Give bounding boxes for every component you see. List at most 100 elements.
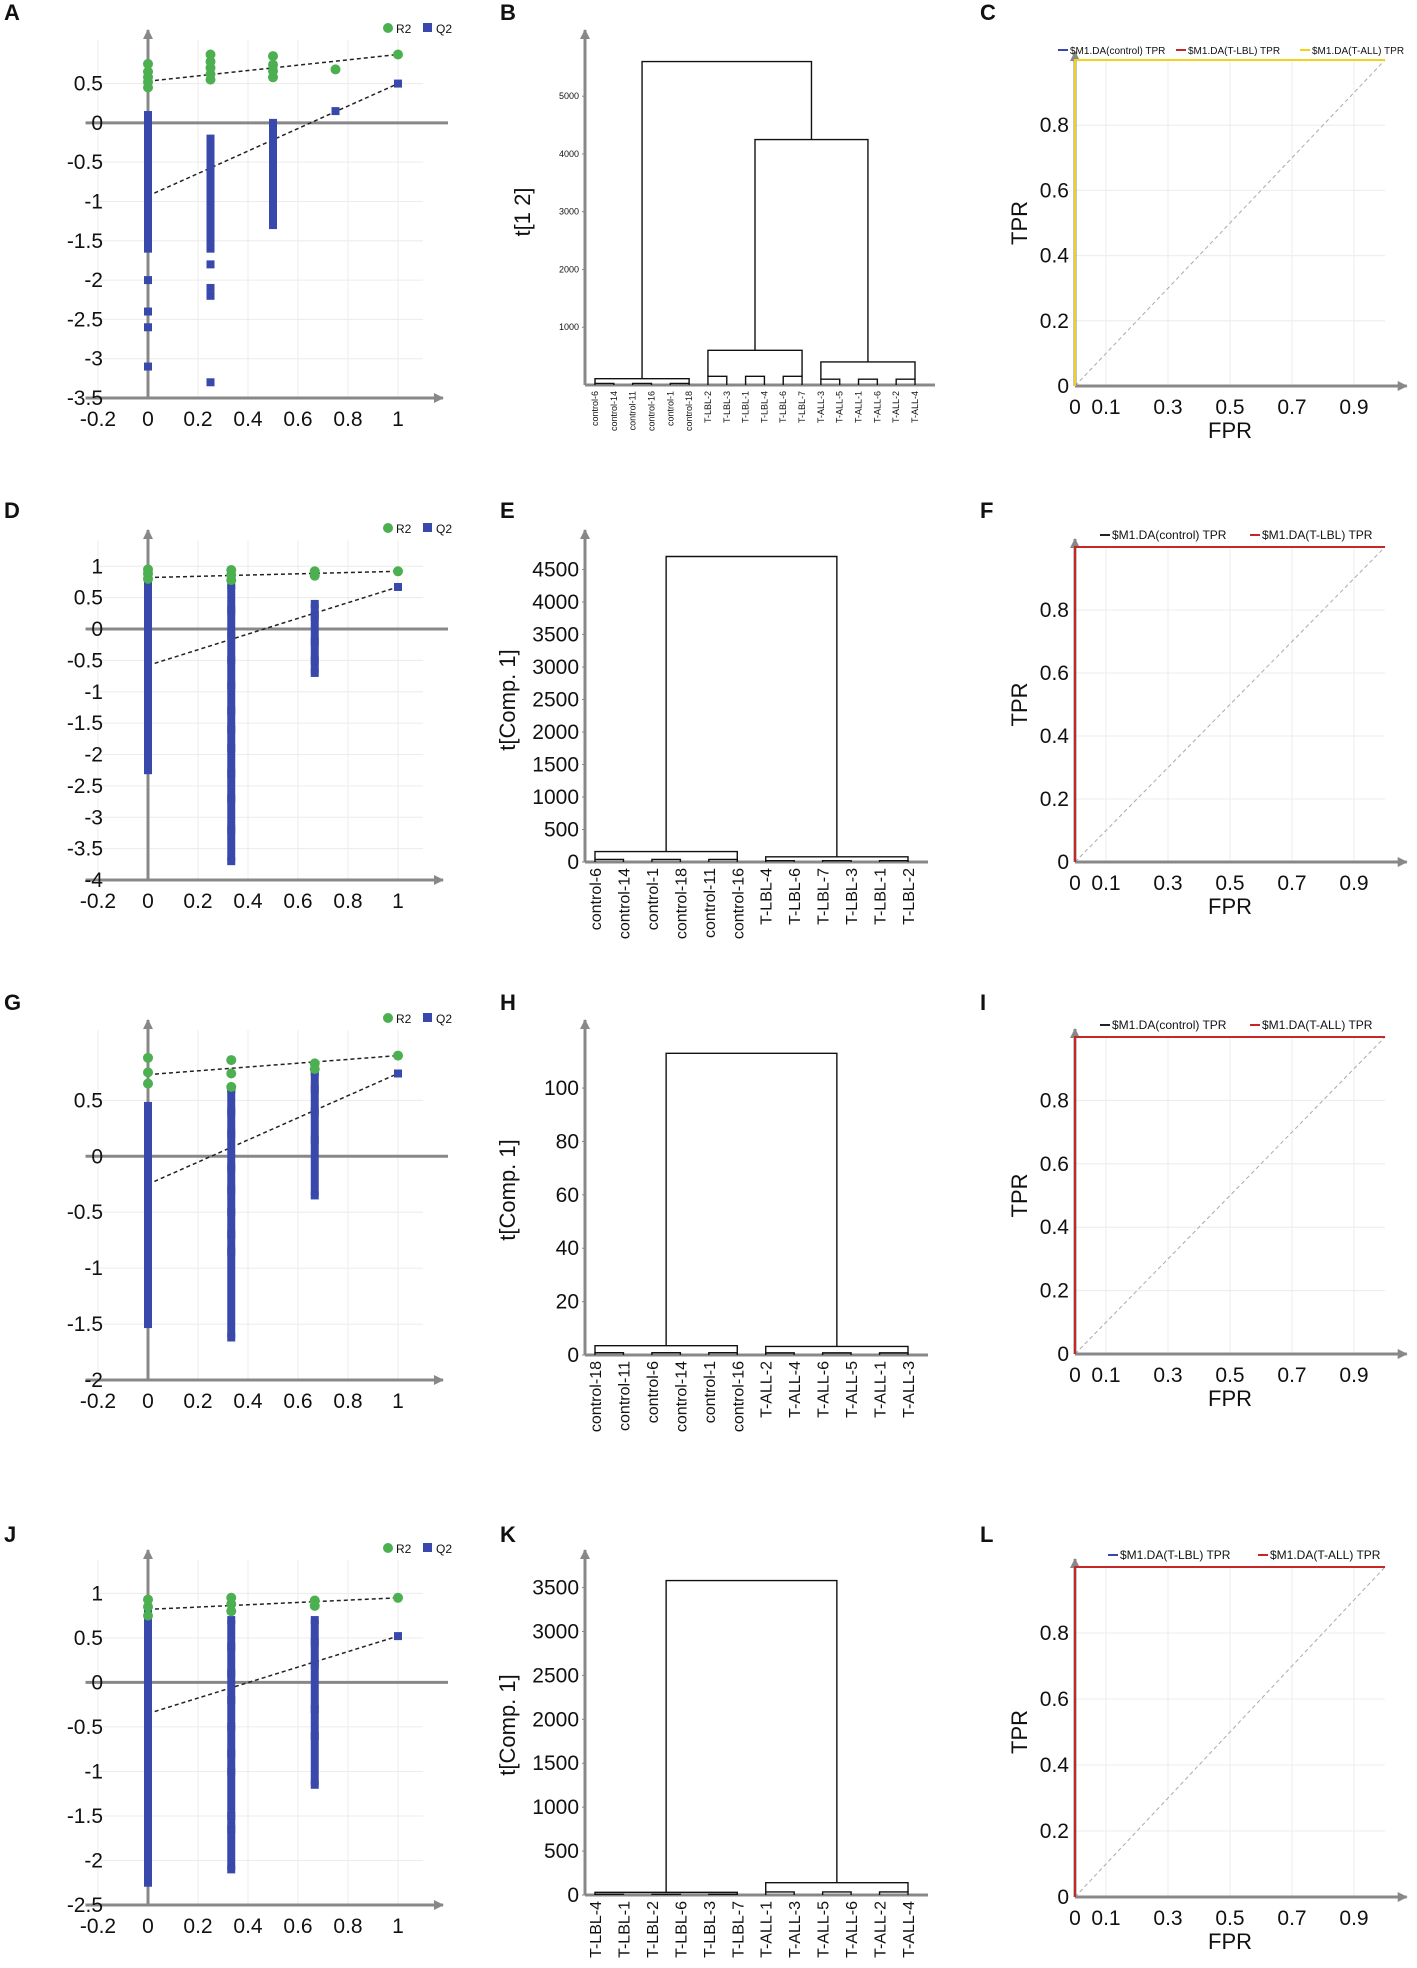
- r2-point: [143, 1052, 153, 1063]
- legend-r2-marker: [383, 523, 393, 533]
- dendrogram-link: [878, 860, 909, 862]
- q2-point: [144, 1794, 152, 1803]
- r2-point: [205, 49, 216, 60]
- x-tick-label: -0.2: [80, 408, 116, 431]
- q2-point: [144, 599, 152, 608]
- diagonal-reference: [1074, 546, 1386, 863]
- q2-point: [144, 1714, 152, 1723]
- q2-point: [227, 725, 236, 734]
- q2-point: [144, 1297, 152, 1306]
- leaf-label: T-LBL-3: [844, 868, 861, 925]
- q2-point: [144, 1687, 152, 1696]
- y-tick-label: 2000: [559, 264, 579, 274]
- dendrogram-link: [665, 1579, 838, 1893]
- dendrogram-link: [594, 377, 690, 384]
- q2-point: [227, 631, 236, 640]
- dendrogram-link: [594, 858, 625, 862]
- x-tick-label: 0: [1069, 872, 1081, 895]
- leaf-label: control-1: [665, 391, 675, 426]
- q2-point: [144, 712, 152, 721]
- y-tick-label: 1500: [532, 754, 579, 777]
- leaf-label: T-LBL-4: [759, 868, 776, 925]
- legend-q2-label: Q2: [436, 1012, 452, 1026]
- x-tick-label: 0.5: [1215, 1364, 1244, 1387]
- y-tick-label: -2: [84, 269, 103, 292]
- y-tick-label: -2.5: [67, 308, 103, 331]
- dendrogram-link: [651, 1893, 682, 1896]
- leaf-label: T-ALL-5: [835, 391, 845, 423]
- x-tick-label: 0.2: [183, 408, 212, 431]
- q2-point: [227, 1811, 236, 1820]
- y-tick-label: -1.5: [67, 1313, 103, 1336]
- roc-plot-i: 0 0.1 0.3 0.5 0.7 0.9 0 0.2 0.4 0.6 0.8 FPR TPR $M1.D…: [1007, 1018, 1408, 1411]
- x-axis-title: FPR: [1208, 1386, 1252, 1411]
- diagonal-reference: [1074, 1566, 1386, 1898]
- x-tick-label: 0.3: [1153, 1364, 1182, 1387]
- dendrogram-link: [651, 1351, 682, 1355]
- x-tick-label: 0.8: [333, 1390, 362, 1413]
- x-tick-label: 0.9: [1339, 872, 1368, 895]
- x-tick-label: -0.2: [80, 890, 116, 913]
- q2-point: [144, 1740, 152, 1749]
- y-tick-label: 0.5: [74, 1089, 103, 1112]
- r2-point: [226, 1081, 237, 1092]
- leaf-label: T-LBL-7: [797, 391, 807, 423]
- dendrogram-link: [594, 1351, 625, 1355]
- q2-point: [227, 656, 236, 665]
- y-tick-label: 4500: [532, 559, 579, 582]
- panel-label-f: F: [980, 498, 993, 523]
- r2-point: [143, 1067, 153, 1078]
- r2-regression-line: [147, 1054, 399, 1076]
- y-tick-label: 3000: [532, 656, 579, 679]
- q2-column-band: [310, 1072, 319, 1196]
- diagonal-reference: [1074, 1036, 1386, 1355]
- q2-column-band: [310, 1620, 319, 1785]
- q2-point: [144, 142, 152, 151]
- q2-point: [394, 79, 402, 88]
- roc-plot-f: 0 0.1 0.3 0.5 0.7 0.9 0 0.2 0.4 0.6 0.8 FPR TPR $M1.D…: [1007, 528, 1408, 919]
- leaf-label: T-ALL-5: [816, 1901, 833, 1958]
- r2-point: [393, 566, 403, 577]
- dendrogram-b: 1000 2000 3000 4000 5000 t[1 2] control-6 contr…: [510, 29, 935, 431]
- legend-label: $M1.DA(control) TPR: [1070, 46, 1165, 57]
- q2-point: [227, 1185, 236, 1194]
- y-tick-label: -1: [84, 1257, 103, 1280]
- q2-point: [269, 221, 277, 230]
- x-tick-label: 0.1: [1091, 1364, 1120, 1387]
- r2-point: [268, 59, 278, 70]
- q2-point: [144, 1785, 152, 1794]
- dendrogram-e: 0 500 1000 1500 2000 2500 3000 3500 4000 4500 t[Co…: [495, 529, 928, 939]
- q2-point: [144, 694, 152, 703]
- dendrogram-link: [765, 1891, 795, 1895]
- legend-label: $M1.DA(control) TPR: [1112, 528, 1227, 542]
- panel-label-g: G: [4, 990, 21, 1015]
- q2-point: [227, 1107, 236, 1116]
- x-tick-label: 0.8: [333, 890, 362, 913]
- y-tick-label: 1000: [532, 786, 579, 809]
- x-tick-label: 0.1: [1091, 872, 1120, 895]
- q2-point: [206, 283, 215, 292]
- dendrogram-link: [765, 1352, 795, 1355]
- leaf-label: T-ALL-6: [844, 1901, 861, 1958]
- r2-point: [143, 1601, 153, 1612]
- dendrogram-link: [651, 858, 682, 862]
- panel-label-h: H: [500, 990, 516, 1015]
- leaf-label: T-ALL-4: [787, 1361, 804, 1418]
- q2-regression-line: [147, 1072, 399, 1185]
- y-tick-label: 0.8: [1040, 1089, 1069, 1112]
- q2-column-band: [227, 585, 236, 862]
- q2-point: [144, 1320, 152, 1329]
- legend-label: $M1.DA(T-ALL) TPR: [1312, 46, 1404, 57]
- x-tick-label: 0.4: [233, 1915, 263, 1938]
- y-tick-label: 0.6: [1040, 179, 1069, 202]
- q2-point: [144, 750, 152, 759]
- y-tick-label: 0.5: [74, 1627, 103, 1650]
- q2-point: [144, 221, 152, 230]
- y-tick-label: 1: [91, 555, 103, 578]
- leaf-label: control-6: [645, 1361, 662, 1423]
- leaf-label: T-ALL-1: [873, 1361, 890, 1418]
- q2-point: [227, 581, 236, 590]
- q2-point: [227, 606, 236, 615]
- x-tick-label: 0.6: [283, 890, 312, 913]
- y-tick-label: 40: [556, 1237, 579, 1260]
